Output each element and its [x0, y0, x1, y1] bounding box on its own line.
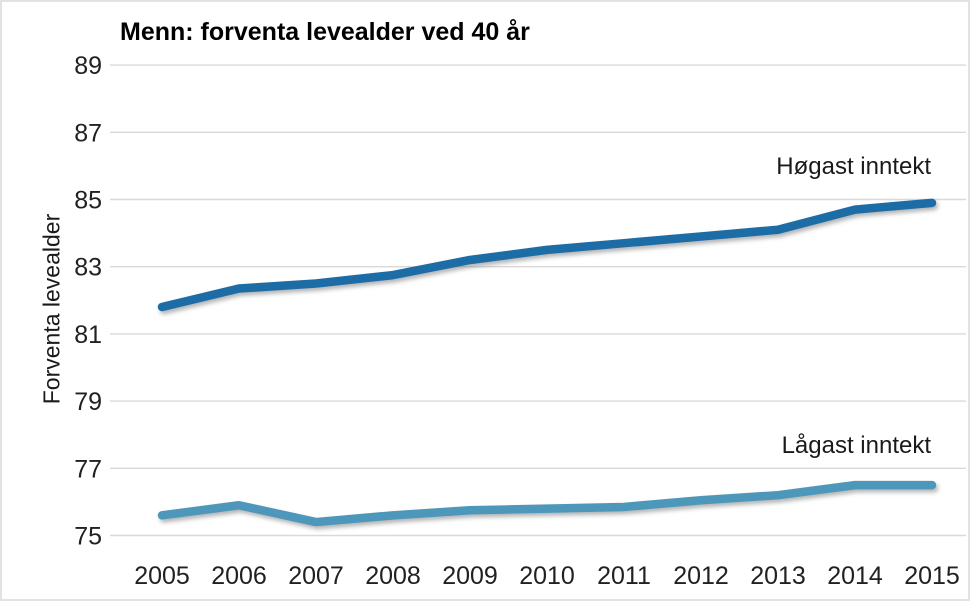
y-tick-label: 75: [74, 523, 102, 551]
series-line-1: [157, 480, 937, 527]
x-tick-label: 2009: [442, 562, 498, 590]
x-tick-label: 2012: [673, 562, 729, 590]
x-tick-label: 2005: [134, 562, 190, 590]
x-tick-label: 2013: [750, 562, 806, 590]
x-tick-label: 2010: [519, 562, 575, 590]
y-tick-label: 87: [74, 119, 102, 147]
y-tick-label: 85: [74, 187, 102, 215]
x-tick-label: 2015: [904, 562, 960, 590]
x-tick-label: 2007: [288, 562, 344, 590]
x-tick-label: 2011: [597, 562, 651, 590]
x-tick-label: 2014: [827, 562, 883, 590]
x-tick-label: 2008: [365, 562, 421, 590]
y-tick-label: 83: [74, 254, 102, 282]
series-line-0: [157, 198, 937, 312]
y-tick-label: 77: [74, 455, 102, 483]
series-label-hogast-inntekt: Høgast inntekt: [776, 153, 931, 180]
series-label-lagast-inntekt: Lågast inntekt: [781, 432, 931, 459]
chart-title: Menn: forventa levealder ved 40 år: [120, 18, 530, 46]
y-tick-label: 81: [74, 321, 102, 349]
y-tick-label: 89: [74, 52, 102, 80]
y-tick-label: 79: [74, 388, 102, 416]
x-tick-label: 2006: [211, 562, 267, 590]
